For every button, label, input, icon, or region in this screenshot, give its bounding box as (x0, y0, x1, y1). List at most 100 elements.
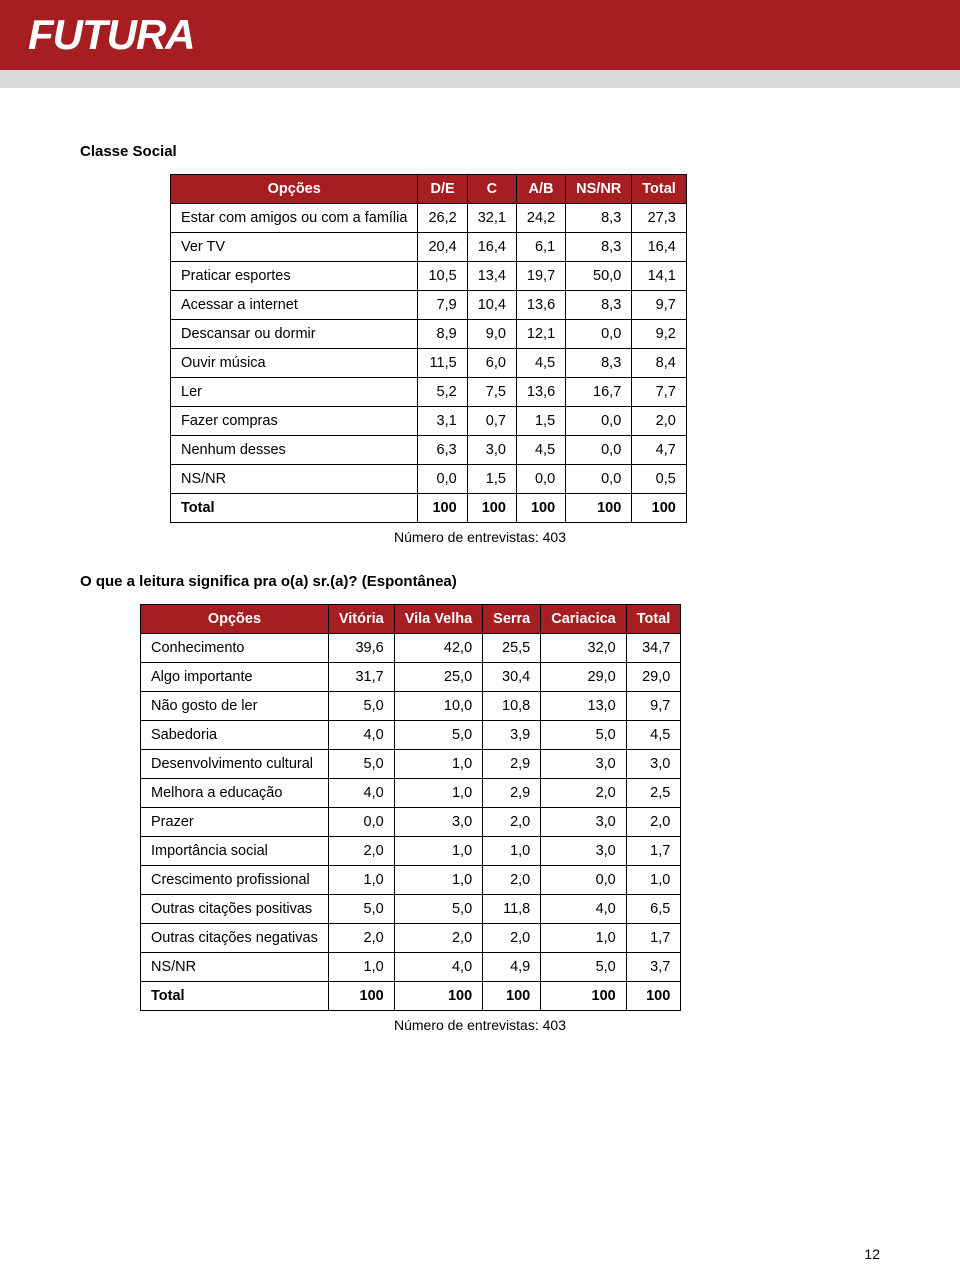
row-label: Fazer compras (171, 407, 418, 436)
cell-value: 0,0 (566, 320, 632, 349)
row-label: Descansar ou dormir (171, 320, 418, 349)
cell-value: 1,0 (483, 837, 541, 866)
cell-value: 4,9 (483, 953, 541, 982)
table-header-row: Opções Vitória Vila Velha Serra Cariacic… (141, 605, 681, 634)
cell-value: 8,3 (566, 349, 632, 378)
total-value: 100 (541, 982, 627, 1011)
table-row: Outras citações positivas5,05,011,84,06,… (141, 895, 681, 924)
cell-value: 3,9 (483, 721, 541, 750)
total-value: 100 (328, 982, 394, 1011)
row-label: Outras citações negativas (141, 924, 329, 953)
row-label: Não gosto de ler (141, 692, 329, 721)
col-nsnr: NS/NR (566, 175, 632, 204)
cell-value: 8,4 (632, 349, 687, 378)
cell-value: 9,7 (632, 291, 687, 320)
cell-value: 1,7 (626, 924, 681, 953)
table-row: NS/NR1,04,04,95,03,7 (141, 953, 681, 982)
cell-value: 1,0 (328, 953, 394, 982)
cell-value: 0,0 (328, 808, 394, 837)
section2-footnote: Número de entrevistas: 403 (80, 1017, 880, 1033)
table-row: NS/NR0,01,50,00,00,5 (171, 465, 687, 494)
table-row: Desenvolvimento cultural5,01,02,93,03,0 (141, 750, 681, 779)
sub-bar (0, 70, 960, 88)
cell-value: 25,5 (483, 634, 541, 663)
cell-value: 8,3 (566, 291, 632, 320)
cell-value: 20,4 (418, 233, 467, 262)
table-leitura: Opções Vitória Vila Velha Serra Cariacic… (140, 604, 681, 1011)
cell-value: 2,0 (632, 407, 687, 436)
cell-value: 1,0 (394, 866, 482, 895)
brand-logo: FUTURA (28, 11, 195, 59)
cell-value: 1,0 (328, 866, 394, 895)
table-row: Nenhum desses6,33,04,50,04,7 (171, 436, 687, 465)
row-label: Ver TV (171, 233, 418, 262)
row-label: Ouvir música (171, 349, 418, 378)
row-label: Desenvolvimento cultural (141, 750, 329, 779)
cell-value: 1,0 (394, 750, 482, 779)
col-serra: Serra (483, 605, 541, 634)
cell-value: 11,5 (418, 349, 467, 378)
row-label: Outras citações positivas (141, 895, 329, 924)
cell-value: 2,0 (328, 924, 394, 953)
col-total: Total (632, 175, 687, 204)
row-label: Acessar a internet (171, 291, 418, 320)
section1-footnote: Número de entrevistas: 403 (80, 529, 880, 545)
cell-value: 9,7 (626, 692, 681, 721)
cell-value: 16,4 (467, 233, 516, 262)
cell-value: 7,9 (418, 291, 467, 320)
cell-value: 3,0 (394, 808, 482, 837)
cell-value: 25,0 (394, 663, 482, 692)
row-label: Ler (171, 378, 418, 407)
col-opcoes: Opções (141, 605, 329, 634)
total-label: Total (171, 494, 418, 523)
row-label: Importância social (141, 837, 329, 866)
row-label: NS/NR (141, 953, 329, 982)
col-de: D/E (418, 175, 467, 204)
cell-value: 0,0 (541, 866, 627, 895)
cell-value: 6,5 (626, 895, 681, 924)
cell-value: 5,0 (541, 721, 627, 750)
cell-value: 3,0 (541, 837, 627, 866)
cell-value: 5,0 (394, 721, 482, 750)
row-label: Melhora a educação (141, 779, 329, 808)
row-label: Conhecimento (141, 634, 329, 663)
cell-value: 5,0 (394, 895, 482, 924)
cell-value: 9,0 (467, 320, 516, 349)
cell-value: 13,6 (516, 291, 565, 320)
table-row: Ver TV20,416,46,18,316,4 (171, 233, 687, 262)
cell-value: 4,0 (541, 895, 627, 924)
table-row: Não gosto de ler5,010,010,813,09,7 (141, 692, 681, 721)
total-value: 100 (516, 494, 565, 523)
cell-value: 19,7 (516, 262, 565, 291)
table-classe-social: Opções D/E C A/B NS/NR Total Estar com a… (170, 174, 687, 523)
cell-value: 11,8 (483, 895, 541, 924)
cell-value: 10,8 (483, 692, 541, 721)
cell-value: 31,7 (328, 663, 394, 692)
row-label: Estar com amigos ou com a família (171, 204, 418, 233)
table-row: Estar com amigos ou com a família26,232,… (171, 204, 687, 233)
table-header-row: Opções D/E C A/B NS/NR Total (171, 175, 687, 204)
table-row: Praticar esportes10,513,419,750,014,1 (171, 262, 687, 291)
cell-value: 29,0 (626, 663, 681, 692)
cell-value: 4,7 (632, 436, 687, 465)
table-row: Outras citações negativas2,02,02,01,01,7 (141, 924, 681, 953)
cell-value: 2,9 (483, 779, 541, 808)
cell-value: 32,0 (541, 634, 627, 663)
total-label: Total (141, 982, 329, 1011)
table-row: Acessar a internet7,910,413,68,39,7 (171, 291, 687, 320)
table-row: Crescimento profissional1,01,02,00,01,0 (141, 866, 681, 895)
cell-value: 0,0 (418, 465, 467, 494)
cell-value: 3,1 (418, 407, 467, 436)
col-total: Total (626, 605, 681, 634)
cell-value: 1,0 (626, 866, 681, 895)
table-row: Ouvir música11,56,04,58,38,4 (171, 349, 687, 378)
cell-value: 16,4 (632, 233, 687, 262)
cell-value: 16,7 (566, 378, 632, 407)
total-value: 100 (467, 494, 516, 523)
cell-value: 8,9 (418, 320, 467, 349)
cell-value: 2,0 (483, 924, 541, 953)
cell-value: 26,2 (418, 204, 467, 233)
cell-value: 4,5 (626, 721, 681, 750)
total-value: 100 (483, 982, 541, 1011)
row-label: Prazer (141, 808, 329, 837)
